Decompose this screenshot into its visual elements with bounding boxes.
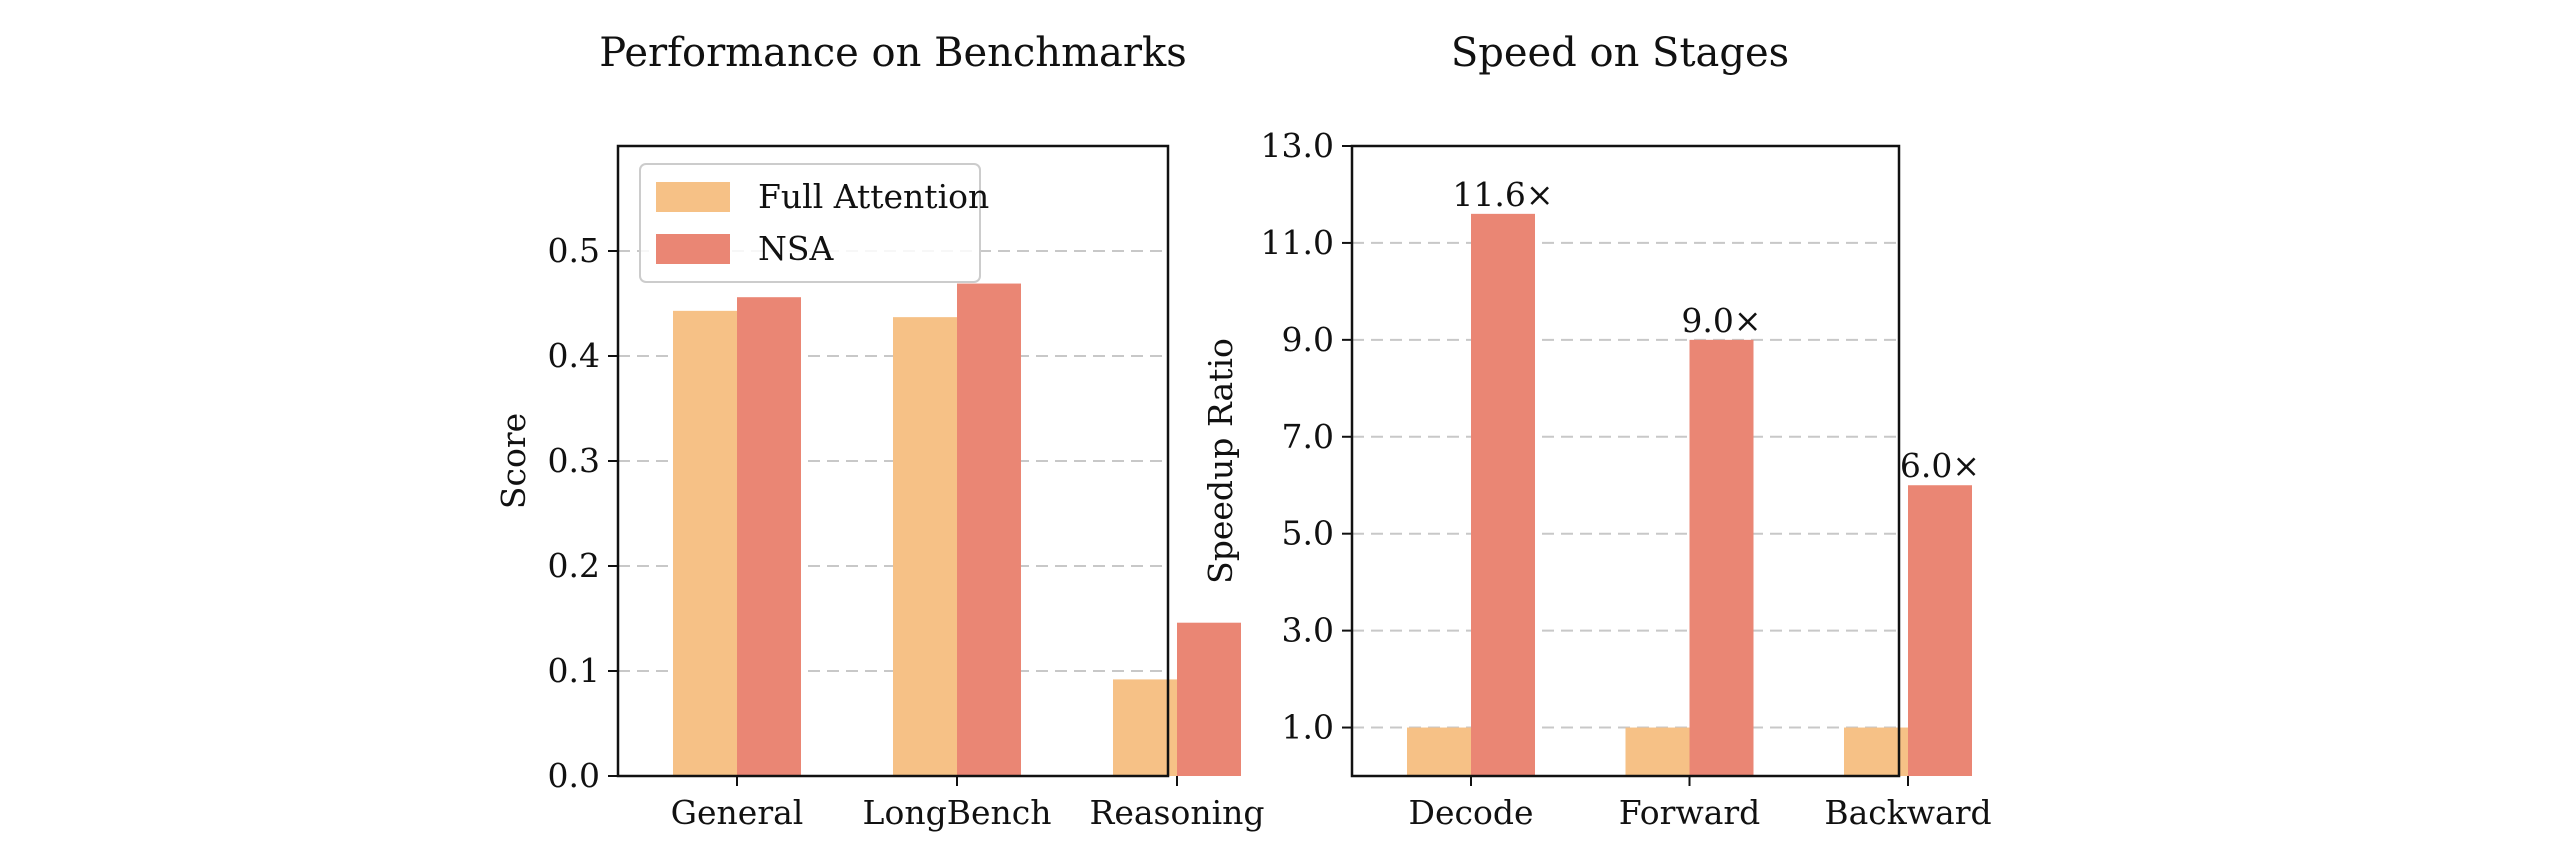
data-label: 11.6× — [1452, 175, 1553, 214]
chart-title: Performance on Benchmarks — [599, 30, 1186, 76]
bar-nsa — [957, 283, 1021, 776]
data-label: 6.0× — [1900, 446, 1980, 485]
x-tick-label: LongBench — [863, 793, 1052, 832]
y-tick-label: 0.2 — [548, 546, 600, 585]
plot-frame — [1350, 144, 1901, 778]
ticks: 1.0 3.0 5.0 7.0 9.0 11.0 13.0 Decode Forward Back… — [1261, 126, 1992, 832]
y-tick-label: 11.0 — [1261, 223, 1334, 262]
plot-frame — [616, 144, 1170, 778]
y-tick-label: 7.0 — [1282, 417, 1334, 456]
bar-full-attention — [1625, 727, 1690, 776]
x-tick-label: General — [671, 793, 804, 832]
y-tick-label: 0.1 — [548, 651, 600, 690]
legend-label: NSA — [758, 229, 834, 268]
y-tick-label: 0.3 — [548, 441, 600, 480]
y-tick-label: 0.5 — [548, 231, 600, 270]
bar-full-attention — [1407, 727, 1471, 776]
bar-nsa — [737, 297, 801, 776]
benchmark-chart: Performance on Benchmarks 0.00.10.20.30.… — [494, 30, 1265, 832]
x-tick-label: Backward — [1824, 793, 1991, 832]
y-tick-label: 0.0 — [548, 756, 600, 795]
x-tick-label: Forward — [1619, 793, 1761, 832]
y-axis-label: Score — [494, 413, 533, 509]
y-axis-label: Speedup Ratio — [1201, 338, 1240, 584]
legend-label: Full Attention — [758, 177, 989, 216]
bars — [673, 283, 1241, 776]
bar-nsa — [1689, 339, 1754, 776]
x-tick-label: Decode — [1409, 793, 1534, 832]
y-tick-label: 0.4 — [548, 336, 600, 375]
grid-lines — [1352, 145, 1899, 729]
legend: Full Attention NSA — [639, 163, 989, 283]
chart-title: Speed on Stages — [1451, 30, 1789, 76]
bar-nsa — [1177, 622, 1241, 776]
ticks: 0.0 0.1 0.2 0.3 0.4 0.5 General LongBench Reason… — [548, 231, 1265, 832]
legend-swatch — [656, 234, 730, 264]
y-tick-label: 5.0 — [1282, 514, 1334, 553]
y-tick-label: 3.0 — [1282, 611, 1334, 650]
y-tick-label: 1.0 — [1282, 708, 1334, 747]
bar-full-attention — [1844, 727, 1908, 776]
data-label: 9.0× — [1681, 301, 1761, 340]
y-tick-label: 13.0 — [1261, 126, 1334, 165]
bars: 11.6× 9.0× 6.0× — [1407, 175, 1980, 776]
bar-nsa — [1908, 485, 1972, 776]
y-tick-label: 9.0 — [1282, 320, 1334, 359]
bar-full-attention — [1113, 679, 1177, 776]
bar-full-attention — [893, 317, 957, 776]
bar-nsa — [1471, 213, 1535, 776]
x-tick-label: Reasoning — [1089, 793, 1264, 832]
bar-full-attention — [673, 310, 737, 776]
legend-swatch — [656, 182, 730, 212]
speed-chart: Speed on Stages 11.6× 9.0× 6.0× 1.0 3.0 5.0 7… — [1201, 30, 1992, 832]
